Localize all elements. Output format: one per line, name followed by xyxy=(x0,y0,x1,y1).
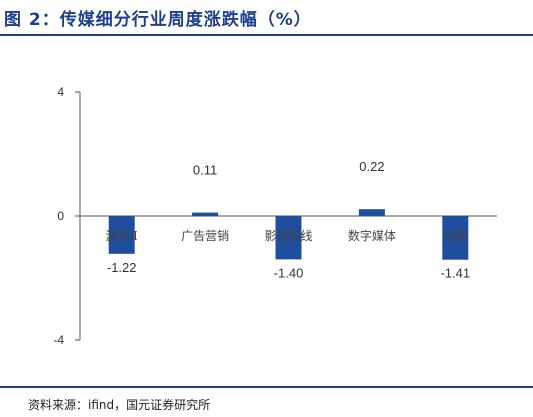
figure-title: 图 2：传媒细分行业周度涨跌幅（%） xyxy=(4,10,312,30)
x-tick-label: 影视院线 xyxy=(264,228,312,243)
x-tick-label: 广告营销 xyxy=(181,229,229,243)
bottom-divider xyxy=(0,386,533,388)
source-note: 资料来源：ifind，国元证券研究所 xyxy=(28,398,211,412)
x-tick-label: 游戏Ⅱ xyxy=(106,229,138,243)
bar xyxy=(275,216,302,260)
data-label: -1.41 xyxy=(440,266,470,281)
bar xyxy=(442,216,469,260)
bar-layer xyxy=(108,209,469,260)
bar xyxy=(192,212,219,216)
label-layer: 游戏Ⅱ -1.22 广告营销 0.11 影视院线 -1.40 数字媒体 0.22 出版 -1.41 xyxy=(106,159,471,281)
data-label: -1.40 xyxy=(274,265,304,280)
y-tick-label: 0 xyxy=(57,209,64,223)
bar xyxy=(358,209,385,216)
y-tick-label: -4 xyxy=(53,333,64,347)
top-divider xyxy=(0,34,533,36)
x-tick-label: 出版 xyxy=(443,229,467,243)
data-label: 0.11 xyxy=(193,163,217,178)
bar xyxy=(108,216,135,254)
y-tick-label: 4 xyxy=(57,85,64,99)
data-label: 0.22 xyxy=(359,159,384,174)
x-tick-label: 数字媒体 xyxy=(348,228,396,243)
data-label: -1.22 xyxy=(107,260,137,275)
